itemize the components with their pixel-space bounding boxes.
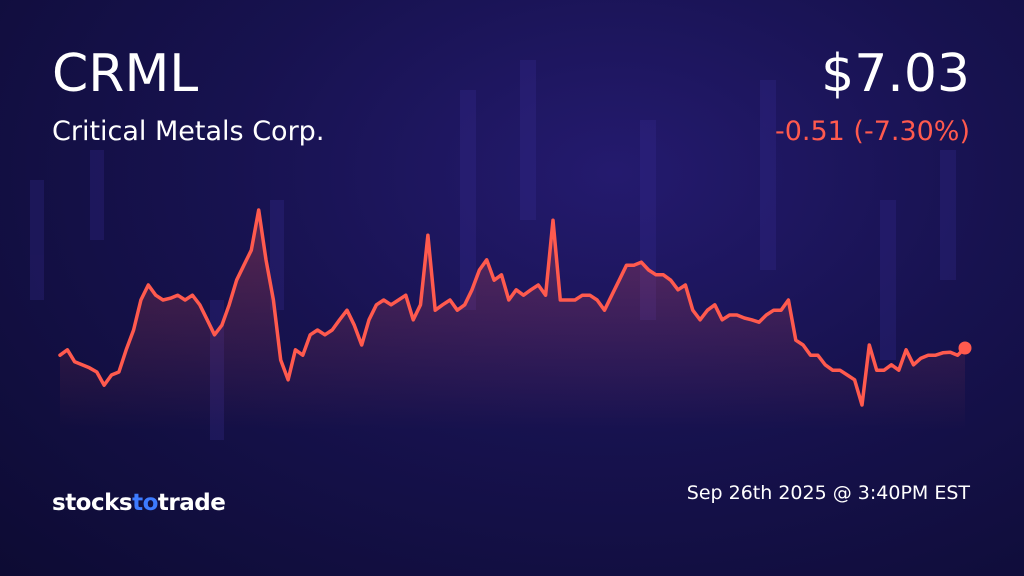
area [60, 210, 965, 430]
price: $7.03 [821, 44, 970, 104]
logo-part: trade [157, 490, 226, 516]
plot [58, 208, 972, 430]
logo: stockstotrade [52, 490, 226, 516]
ticker: CRML [52, 44, 199, 104]
price-change: -0.51 (-7.30%) [774, 116, 970, 147]
logo-part: stocks [52, 490, 133, 516]
price-line [58, 208, 967, 407]
logo-part: to [132, 490, 158, 516]
company-name: Critical Metals Corp. [52, 116, 325, 147]
timestamp: Sep 26th 2025 @ 3:40PM EST [686, 482, 970, 504]
last-point [958, 341, 972, 355]
